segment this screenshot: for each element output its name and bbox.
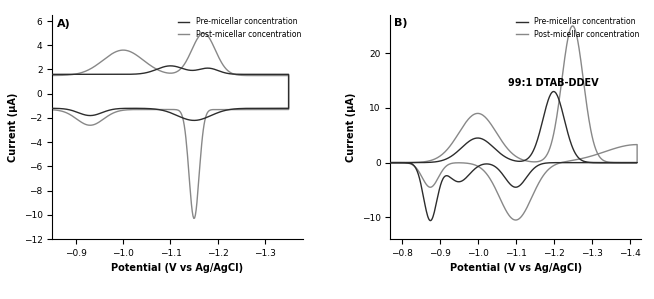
Text: B): B) bbox=[394, 18, 407, 28]
Legend: Pre-micellar concentration, Post-micellar concentration: Pre-micellar concentration, Post-micella… bbox=[175, 14, 304, 42]
Text: 99:1 DTAB-DDEV: 99:1 DTAB-DDEV bbox=[508, 78, 598, 88]
Y-axis label: Current (µA): Current (µA) bbox=[8, 92, 18, 162]
Text: A): A) bbox=[57, 19, 71, 29]
Legend: Pre-micellar concentration, Post-micellar concentration: Pre-micellar concentration, Post-micella… bbox=[513, 14, 642, 42]
Y-axis label: Current (µA): Current (µA) bbox=[346, 92, 356, 162]
X-axis label: Potential (V vs Ag/AgCl): Potential (V vs Ag/AgCl) bbox=[111, 263, 244, 274]
X-axis label: Potential (V vs Ag/AgCl): Potential (V vs Ag/AgCl) bbox=[449, 263, 582, 274]
